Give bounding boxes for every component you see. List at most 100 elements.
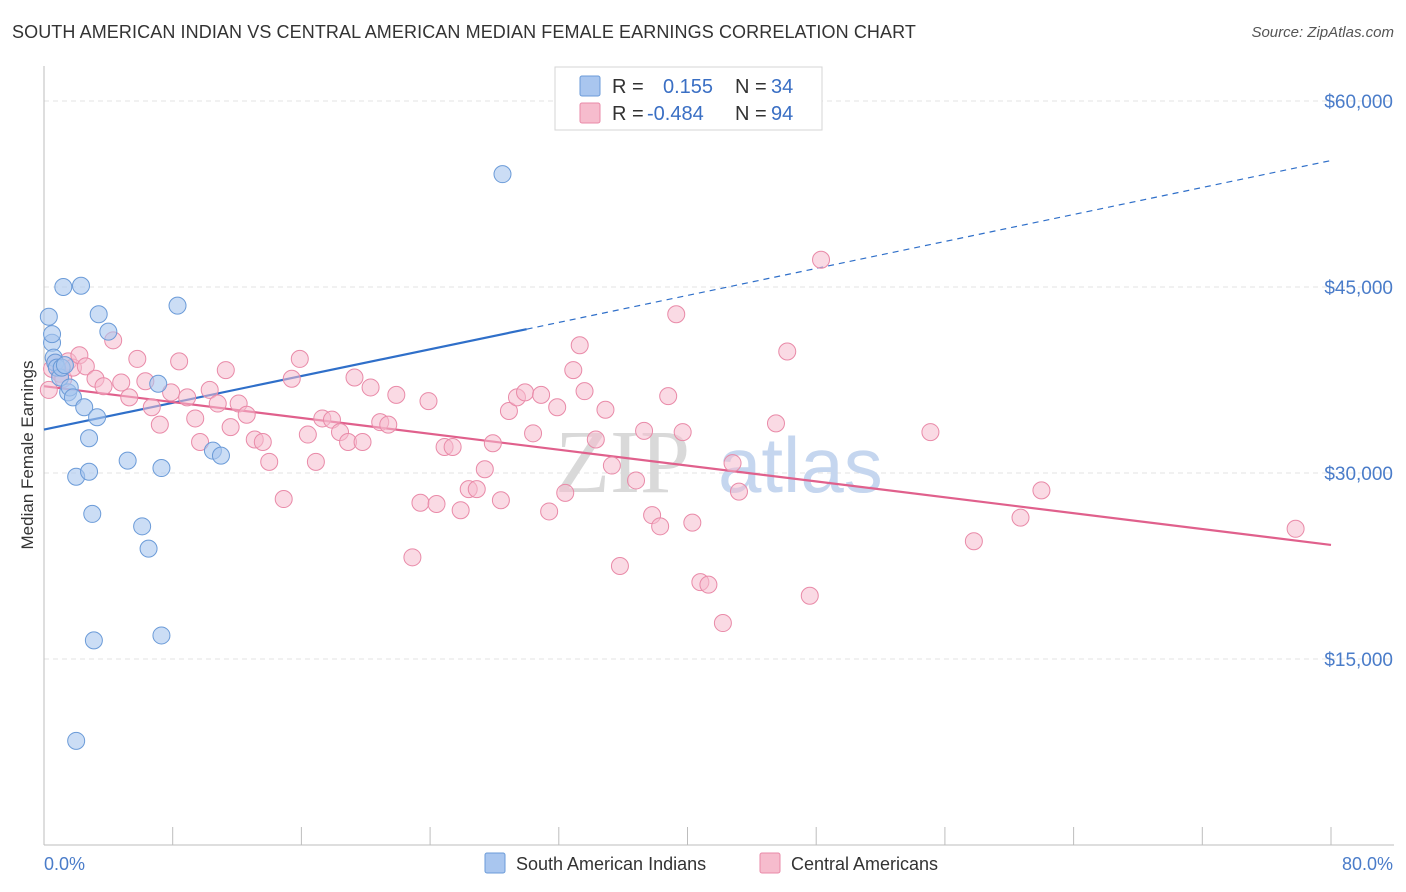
data-point-south-american-indians: [43, 325, 62, 344]
data-point-central-americans: [200, 380, 219, 399]
x-tick-labels: 0.0% 80.0%: [44, 854, 1393, 874]
data-point-central-americans: [274, 490, 293, 509]
data-point-central-americans: [812, 250, 831, 269]
data-point-central-americans: [596, 400, 615, 419]
data-point-south-american-indians: [67, 731, 86, 750]
data-point-central-americans: [142, 398, 161, 417]
data-point-central-americans: [683, 513, 702, 532]
data-point-central-americans: [76, 357, 95, 376]
x-tick-label-min: 0.0%: [44, 854, 85, 874]
data-point-central-americans: [411, 493, 430, 512]
series-south-american-indians: [39, 165, 512, 750]
data-point-central-americans: [387, 385, 406, 404]
data-point-central-americans: [575, 382, 594, 401]
data-point-central-americans: [964, 532, 983, 551]
data-point-central-americans: [237, 405, 256, 424]
data-point-central-americans: [345, 368, 364, 387]
legend-r-label-1: R =: [612, 76, 644, 98]
data-point-south-american-indians: [133, 517, 152, 536]
data-point-central-americans: [451, 501, 470, 520]
data-point-central-americans: [1032, 481, 1051, 500]
data-point-central-americans: [483, 434, 502, 453]
axes: [43, 66, 1394, 846]
data-point-central-americans: [170, 352, 189, 371]
data-point-central-americans: [548, 398, 567, 417]
data-point-south-american-indians: [55, 356, 74, 375]
data-point-central-americans: [216, 361, 235, 380]
data-point-central-americans: [112, 373, 131, 392]
data-point-central-americans: [186, 409, 205, 428]
data-point-central-americans: [260, 452, 279, 471]
data-point-central-americans: [729, 482, 748, 501]
legend-r-value-2: -0.484: [647, 103, 704, 125]
data-point-central-americans: [766, 414, 785, 433]
legend-n-label-1: N =: [735, 76, 767, 98]
data-point-central-americans: [361, 378, 380, 397]
data-point-central-americans: [556, 483, 575, 502]
data-point-south-american-indians: [89, 305, 108, 324]
data-point-central-americans: [162, 383, 181, 402]
data-point-central-americans: [178, 388, 197, 407]
data-point-central-americans: [475, 460, 494, 479]
data-point-central-americans: [221, 418, 240, 437]
data-point-south-american-indians: [211, 446, 230, 465]
data-point-central-americans: [128, 349, 147, 368]
legend-central-americans-swatch: [759, 852, 781, 874]
data-point-central-americans: [191, 433, 210, 451]
legend-n-value-1: 34: [771, 76, 793, 98]
data-point-central-americans: [379, 415, 398, 434]
data-point-central-americans: [673, 423, 692, 442]
data-point-south-american-indians: [84, 631, 103, 650]
data-point-central-americans: [403, 548, 422, 567]
data-point-central-americans: [253, 433, 272, 451]
data-point-south-american-indians: [118, 451, 137, 470]
data-point-south-american-indians: [80, 429, 99, 448]
data-point-central-americans: [120, 388, 139, 407]
legend-blue-swatch: [579, 75, 601, 97]
data-point-south-american-indians: [83, 504, 102, 523]
data-point-central-americans: [467, 480, 486, 499]
trend-line-extension-south-american-indians: [526, 159, 1332, 330]
data-point-central-americans: [610, 557, 629, 575]
data-point-south-american-indians: [72, 276, 91, 295]
grid-lines: [44, 100, 1394, 660]
data-point-central-americans: [353, 433, 372, 451]
data-point-central-americans: [532, 385, 551, 404]
legend-r-value-1: 0.155: [663, 76, 713, 98]
y-tick-label: $45,000: [1324, 278, 1393, 299]
data-point-central-americans: [516, 383, 535, 402]
data-point-south-american-indians: [152, 459, 171, 478]
data-point-south-american-indians: [63, 388, 82, 407]
data-point-south-american-indians: [149, 374, 168, 393]
data-point-south-american-indians: [54, 278, 73, 296]
data-point-central-americans: [713, 614, 732, 633]
data-point-south-american-indians: [80, 462, 99, 481]
data-point-central-americans: [651, 517, 670, 536]
data-point-central-americans: [1011, 508, 1030, 527]
data-point-central-americans: [282, 369, 301, 388]
legend-r-label-2: R =: [612, 103, 644, 125]
series-central-americans: [39, 250, 1305, 633]
legend-south-american-indians-label: South American Indians: [516, 854, 706, 874]
data-point-south-american-indians: [99, 322, 118, 341]
data-point-central-americans: [491, 491, 510, 510]
data-point-central-americans: [499, 402, 518, 420]
data-point-south-american-indians: [152, 626, 171, 645]
data-point-central-americans: [290, 349, 309, 368]
data-point-central-americans: [298, 425, 317, 444]
data-point-south-american-indians: [168, 296, 187, 315]
legend-south-american-indians-swatch: [484, 852, 506, 874]
data-point-central-americans: [800, 586, 819, 605]
data-point-central-americans: [306, 452, 325, 471]
legend-n-label-2: N =: [735, 103, 767, 125]
legend-pink-swatch: [579, 102, 601, 124]
data-point-central-americans: [150, 415, 169, 434]
data-point-central-americans: [39, 380, 58, 399]
data-point-central-americans: [586, 430, 605, 449]
data-point-central-americans: [627, 471, 646, 490]
x-tick-label-max: 80.0%: [1342, 854, 1393, 874]
legend-central-americans-label: Central Americans: [791, 854, 938, 874]
y-tick-label: $60,000: [1324, 92, 1393, 113]
data-point-central-americans: [723, 454, 742, 473]
